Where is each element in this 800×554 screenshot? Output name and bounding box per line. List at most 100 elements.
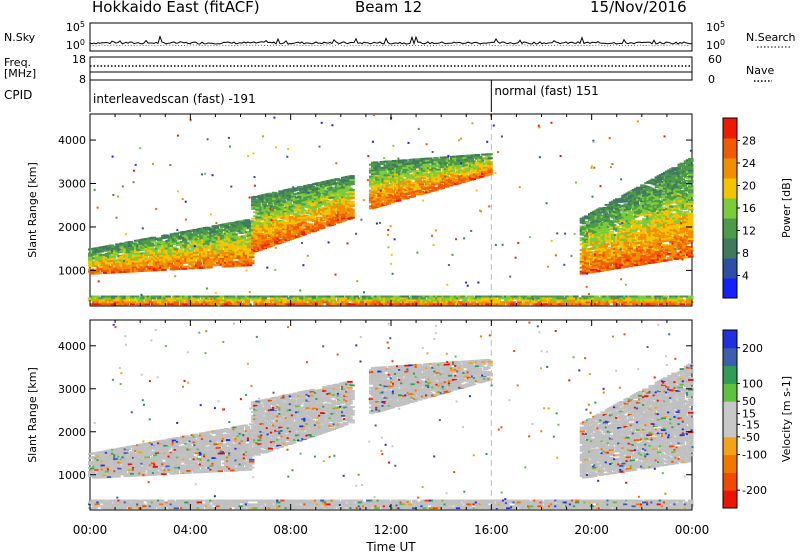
echo-cell bbox=[242, 235, 249, 238]
echo-cell bbox=[301, 205, 307, 208]
echo-cell bbox=[309, 193, 316, 196]
echo-cell bbox=[188, 249, 194, 252]
echo-cell bbox=[104, 268, 111, 270]
echo-cell bbox=[398, 187, 404, 190]
echo-cell bbox=[688, 234, 694, 237]
echo-cell bbox=[652, 241, 659, 244]
echo-cell bbox=[673, 209, 679, 211]
echo-cell bbox=[425, 185, 431, 188]
echo-cell bbox=[88, 270, 94, 273]
echo-cell bbox=[127, 256, 134, 259]
echo-cell bbox=[244, 299, 251, 302]
echo-cell bbox=[679, 225, 686, 228]
echo-cell bbox=[387, 168, 394, 171]
echo-cell bbox=[393, 295, 399, 298]
echo-cell bbox=[263, 301, 270, 304]
echo-cell bbox=[127, 266, 134, 269]
echo-cell bbox=[602, 245, 609, 248]
echo-cell bbox=[347, 295, 353, 298]
echo-cell bbox=[320, 189, 326, 192]
echo-cell bbox=[688, 199, 694, 201]
echo-cell bbox=[257, 234, 263, 237]
echo-cell bbox=[167, 245, 173, 248]
echo-cell bbox=[665, 213, 671, 216]
echo-cell bbox=[134, 295, 140, 298]
echo-cell bbox=[427, 161, 433, 164]
echo-cell bbox=[398, 183, 404, 186]
echo-cell bbox=[240, 237, 247, 240]
echo-cell bbox=[115, 243, 121, 246]
echo-cell bbox=[669, 201, 675, 204]
echo-cell bbox=[318, 301, 324, 304]
echo-cell bbox=[487, 157, 493, 160]
echo-cell bbox=[642, 225, 648, 228]
echo-cell bbox=[625, 204, 631, 207]
echo-cell bbox=[425, 165, 431, 168]
echo-cell bbox=[125, 249, 132, 252]
echo-cell bbox=[290, 205, 297, 208]
echo-cell bbox=[487, 163, 493, 166]
echo-cell bbox=[581, 272, 588, 275]
echo-cell bbox=[324, 190, 330, 193]
echo-cell bbox=[648, 242, 654, 245]
echo-cell bbox=[280, 234, 286, 237]
echo-cell bbox=[688, 181, 694, 184]
echo-cell bbox=[474, 154, 481, 156]
echo-cell bbox=[379, 192, 385, 195]
echo-cell bbox=[642, 235, 648, 238]
echo-cell bbox=[623, 265, 629, 268]
echo-cell bbox=[642, 218, 648, 221]
echo-cell bbox=[359, 303, 366, 306]
echo-cell bbox=[596, 234, 602, 237]
echo-cell bbox=[656, 225, 663, 228]
echo-cell bbox=[102, 303, 109, 306]
echo-cell bbox=[146, 239, 153, 242]
echo-cell bbox=[267, 303, 274, 306]
echo-cell bbox=[215, 244, 222, 247]
echo-cell bbox=[313, 227, 320, 229]
echo-cell bbox=[96, 303, 102, 306]
echo-cell bbox=[688, 228, 694, 231]
echo-cell bbox=[301, 301, 307, 304]
echo-cell bbox=[631, 231, 638, 234]
echo-cell bbox=[385, 162, 392, 165]
echo-cell bbox=[244, 240, 251, 243]
echo-cell bbox=[617, 262, 623, 265]
echo-cell bbox=[648, 218, 654, 221]
echo-cell bbox=[602, 259, 609, 262]
echo-cell bbox=[111, 271, 117, 274]
echo-cell bbox=[452, 171, 458, 174]
echo-cell bbox=[150, 248, 157, 251]
echo-cell bbox=[205, 226, 211, 229]
echo-cell bbox=[627, 197, 634, 200]
echo-cell bbox=[278, 210, 284, 212]
echo-cell bbox=[267, 196, 274, 199]
echo-cell bbox=[673, 173, 679, 176]
echo-cell bbox=[249, 254, 255, 257]
echo-cell bbox=[642, 251, 648, 254]
echo-cell bbox=[412, 162, 419, 165]
echo-cell bbox=[305, 227, 311, 230]
echo-cell bbox=[433, 186, 439, 189]
echo-cell bbox=[685, 242, 692, 245]
echo-cell bbox=[90, 253, 96, 256]
echo-cell bbox=[635, 242, 642, 244]
echo-cell bbox=[613, 201, 619, 204]
echo-cell bbox=[631, 219, 638, 222]
echo-cell bbox=[215, 242, 222, 245]
echo-cell bbox=[180, 260, 186, 263]
echo-cell bbox=[265, 239, 272, 242]
echo-cell bbox=[456, 182, 462, 185]
echo-cell bbox=[349, 177, 355, 179]
echo-cell bbox=[326, 185, 332, 188]
echo-cell bbox=[400, 192, 406, 195]
echo-cell bbox=[594, 250, 600, 253]
echo-cell bbox=[654, 252, 661, 255]
echo-cell bbox=[159, 303, 165, 306]
echo-cell bbox=[408, 190, 414, 193]
echo-cell bbox=[148, 256, 155, 259]
echo-cell bbox=[581, 247, 588, 250]
echo-cell bbox=[642, 262, 648, 265]
echo-cell bbox=[410, 195, 416, 198]
echo-cell bbox=[341, 209, 347, 212]
